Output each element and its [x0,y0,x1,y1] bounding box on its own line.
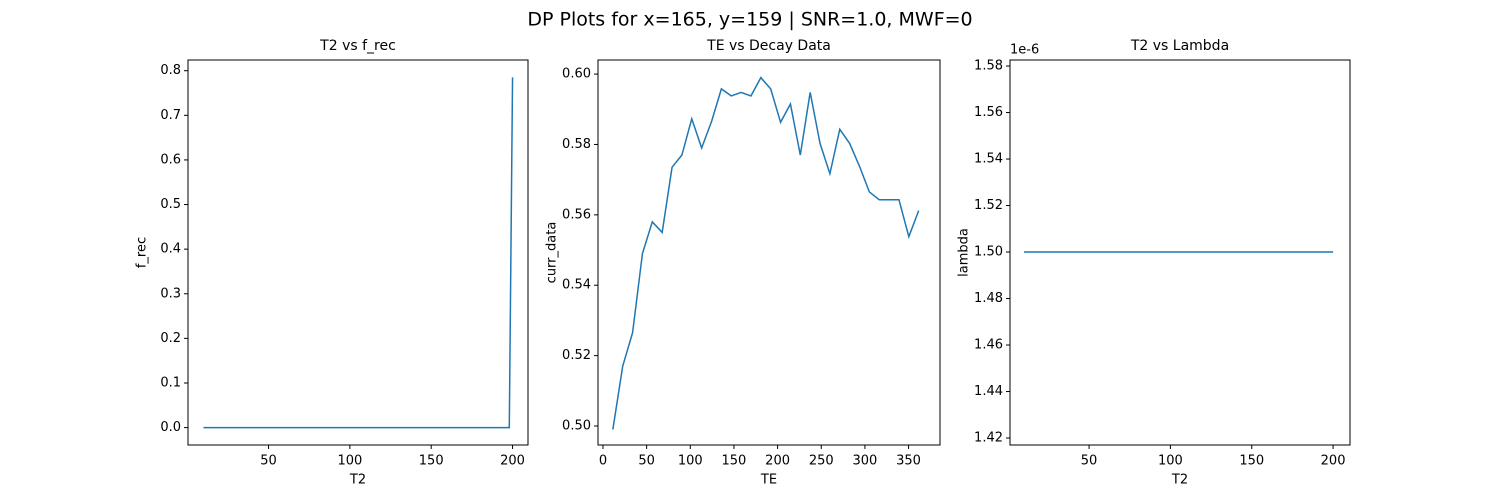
x-tick-label: 200 [500,454,525,469]
y-tick-label: 1.50 [974,245,1003,260]
y-tick-label: 0.50 [562,418,591,433]
axes-frame [1009,59,1351,446]
y-tick-label: 0.56 [562,207,591,222]
y-tick-label: 0.54 [562,278,591,293]
x-axis-label: T2 [349,473,366,488]
y-axis-label: f_rec [135,237,150,268]
x-tick-label: 50 [1081,454,1098,469]
y-axis-label: curr_data [545,222,560,284]
y-tick-label: 0.7 [160,108,181,123]
y-tick-label: 0.8 [160,63,181,78]
y-tick-label: 0.6 [160,152,181,167]
y-tick-label: 0.3 [160,286,181,301]
data-line [203,77,514,429]
axes-frame [187,59,529,446]
y-tick-label: 1.44 [974,384,1003,399]
y-tick-label: 1.54 [974,152,1003,167]
y-tick-label: 1.58 [974,59,1003,74]
y-tick-label: 0.4 [160,242,181,257]
x-tick-label: 50 [638,454,655,469]
x-tick-label: 150 [419,454,444,469]
x-tick-label: 150 [1239,454,1264,469]
x-tick-label: 200 [765,454,790,469]
x-tick-label: 250 [809,454,834,469]
x-tick-label: 50 [260,454,277,469]
data-line [612,76,920,430]
y-tick-label: 0.2 [160,331,181,346]
subplot-title: T2 vs f_rec [319,38,396,54]
subplot-title: TE vs Decay Data [706,38,831,54]
axes-frame [597,59,941,446]
y-offset-label: 1e-6 [1010,43,1039,58]
y-tick-label: 0.52 [562,348,591,363]
y-tick-label: 1.46 [974,338,1003,353]
x-tick-label: 100 [1158,454,1183,469]
y-tick-label: 0.58 [562,137,591,152]
y-tick-label: 1.48 [974,291,1003,306]
y-axis-label: lambda [957,228,972,277]
x-tick-label: 100 [678,454,703,469]
y-tick-label: 1.52 [974,198,1003,213]
x-axis-label: T2 [1171,473,1188,488]
plot-area [612,76,920,430]
x-tick-label: 350 [896,454,921,469]
y-tick-label: 0.60 [562,67,591,82]
y-tick-label: 0.1 [160,375,181,390]
y-tick-label: 0.5 [160,197,181,212]
subplot-title: T2 vs Lambda [1130,38,1229,54]
x-tick-label: 150 [722,454,747,469]
x-tick-label: 0 [599,454,607,469]
x-axis-label: TE [760,473,777,488]
x-tick-label: 200 [1321,454,1346,469]
x-tick-label: 100 [337,454,362,469]
figure-title: DP Plots for x=165, y=159 | SNR=1.0, MWF… [527,9,972,31]
plot-area [203,77,514,429]
y-tick-label: 0.0 [160,420,181,435]
x-tick-label: 300 [852,454,877,469]
y-tick-label: 1.42 [974,431,1003,446]
y-tick-label: 1.56 [974,105,1003,120]
